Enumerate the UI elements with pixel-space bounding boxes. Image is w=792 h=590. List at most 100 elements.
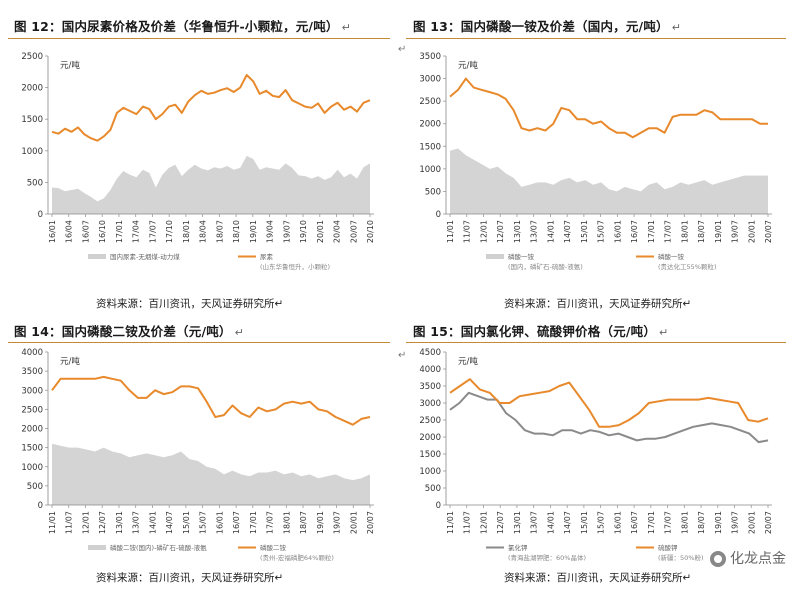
chart-panel-12: 0 500 1000 1500 2000 2500 元/吨 16/01 16/04 16/07 16… <box>8 46 388 276</box>
legend-label: 磷酸一铵 <box>658 252 685 261</box>
x-tick-label: 15/07 <box>199 511 208 534</box>
legend-label: 磷酸一铵 <box>508 252 535 261</box>
legend-swatch <box>88 545 106 550</box>
x-tick-label: 13/01 <box>115 511 124 534</box>
paragraph-mark: ↵ <box>398 44 407 55</box>
x-tick-label: 20/07 <box>366 511 375 534</box>
legend-label: 磷酸二铵(国内)-磷矿石-硫酸-液氨 <box>110 543 207 552</box>
x-tick-label: 12/01 <box>81 511 90 534</box>
x-tick-label: 19/07 <box>731 511 740 534</box>
y-tick-label: 0 <box>436 501 441 511</box>
x-tick-label: 20/10 <box>366 220 375 243</box>
y-tick-label: 3000 <box>419 75 441 85</box>
x-tick-label: 20/01 <box>349 511 358 534</box>
x-tick-label: 19/01 <box>714 220 723 243</box>
legend-sublabel: (贵达化工55%颗粒) <box>658 262 717 271</box>
legend-label: 氯化钾 <box>508 543 528 552</box>
x-tick-label: 20/07 <box>764 220 773 243</box>
source-note-15: 资料来源：百川资讯，天风证券研究所↵ <box>504 572 692 584</box>
x-tick-label: 14/07 <box>563 511 572 534</box>
y-tick-label: 4000 <box>21 348 43 358</box>
legend-label: 磷酸二铵 <box>260 543 287 552</box>
x-tick-label: 11/01 <box>446 511 455 534</box>
x-tick-label: 19/10 <box>299 220 308 243</box>
x-tick-label: 19/07 <box>333 511 342 534</box>
x-tick-label: 14/07 <box>563 220 572 243</box>
x-tick-label: 20/04 <box>333 220 342 243</box>
legend-swatch <box>486 254 504 259</box>
legend-sublabel: (国内，磷矿石-硫酸-液氨) <box>508 262 583 271</box>
chart-svg-12: 0 500 1000 1500 2000 2500 元/吨 16/01 16/04 16/07 16… <box>21 52 375 271</box>
x-tick-label: 18/10 <box>232 220 241 243</box>
y-tick-label: 500 <box>27 178 43 188</box>
series-line-0 <box>449 77 768 139</box>
x-tick-label: 17/01 <box>647 220 656 243</box>
chart-svg-15: 0 500 1000 1500 2000 2500 3000 3500 4000 4500 元/吨 1… <box>419 348 773 562</box>
x-tick-label: 11/07 <box>463 220 472 243</box>
x-tick-label: 16/07 <box>232 511 241 534</box>
y-tick-label: 4000 <box>419 365 441 375</box>
x-tick-label: 16/01 <box>215 511 224 534</box>
x-tick-label: 13/07 <box>530 220 539 243</box>
legend-swatch <box>88 254 106 259</box>
y-tick-label: 4500 <box>419 348 441 358</box>
unit-label: 元/吨 <box>60 356 80 367</box>
x-tick-label: 19/07 <box>731 220 740 243</box>
y-tick-label: 500 <box>425 484 441 494</box>
y-tick-label: 2500 <box>419 97 441 107</box>
x-tick-label: 17/07 <box>664 511 673 534</box>
watermark: 化龙点金 <box>710 548 786 568</box>
x-tick-label: 18/01 <box>282 511 291 534</box>
y-tick-label: 500 <box>425 187 441 197</box>
x-tick-label: 11/07 <box>65 511 74 534</box>
x-tick-label: 11/07 <box>463 511 472 534</box>
x-tick-label: 15/01 <box>182 511 191 534</box>
unit-label: 元/吨 <box>458 356 478 367</box>
x-tick-label: 11/01 <box>48 511 57 534</box>
x-tick-label: 12/01 <box>479 511 488 534</box>
series-line-0 <box>51 375 371 426</box>
x-tick-label: 17/01 <box>249 511 258 534</box>
x-tick-label: 16/01 <box>48 220 57 243</box>
x-tick-label: 14/01 <box>546 511 555 534</box>
legend-label: 硫酸钾 <box>658 543 678 552</box>
y-tick-label: 0 <box>38 501 43 511</box>
x-tick-label: 16/07 <box>81 220 90 243</box>
y-tick-label: 3500 <box>419 52 441 62</box>
source-note-13: 资料来源：百川资讯，天风证券研究所↵ <box>504 298 692 310</box>
x-tick-label: 18/07 <box>697 220 706 243</box>
y-tick-label: 2500 <box>21 52 43 62</box>
y-tick-label: 500 <box>27 482 43 492</box>
x-tick-label: 18/01 <box>182 220 191 243</box>
x-tick-label: 19/01 <box>316 511 325 534</box>
x-tick-label: 20/07 <box>349 220 358 243</box>
x-tick-label: 17/07 <box>266 511 275 534</box>
x-tick-label: 20/01 <box>747 220 756 243</box>
x-tick-label: 17/01 <box>647 511 656 534</box>
series-line-0 <box>449 391 769 444</box>
x-tick-label: 16/07 <box>630 220 639 243</box>
x-tick-label: 15/07 <box>597 220 606 243</box>
unit-label: 元/吨 <box>458 60 478 71</box>
series-area-1 <box>52 155 370 214</box>
x-tick-label: 14/01 <box>148 511 157 534</box>
x-tick-label: 20/07 <box>764 511 773 534</box>
x-tick-label: 15/07 <box>597 511 606 534</box>
y-tick-label: 1500 <box>419 142 441 152</box>
x-tick-label: 17/07 <box>664 220 673 243</box>
x-tick-label: 20/01 <box>747 511 756 534</box>
x-tick-label: 13/07 <box>132 511 141 534</box>
title-rule <box>8 38 390 39</box>
title-rule <box>406 38 786 39</box>
chart-panel-13: 0 500 1000 1500 2000 2500 3000 3500 元/吨 11/01 11/0… <box>406 46 786 276</box>
x-tick-label: 18/01 <box>680 511 689 534</box>
chart-title-13: 图 13：国内磷酸一铵及价差（国内，元/吨） ↵ <box>413 19 682 34</box>
x-tick-label: 12/07 <box>98 511 107 534</box>
chart-title-14: 图 14：国内磷酸二铵及价差（元/吨） ↵ <box>14 324 245 339</box>
y-tick-label: 2000 <box>419 120 441 130</box>
x-tick-label: 19/01 <box>249 220 258 243</box>
x-tick-label: 11/01 <box>446 220 455 243</box>
legend-sublabel: (贵州-宏福磷肥64%颗粒) <box>260 553 334 562</box>
chart-title-12: 图 12：国内尿素价格及价差（华鲁恒升-小颗粒，元/吨） ↵ <box>14 19 352 34</box>
x-tick-label: 16/07 <box>630 511 639 534</box>
